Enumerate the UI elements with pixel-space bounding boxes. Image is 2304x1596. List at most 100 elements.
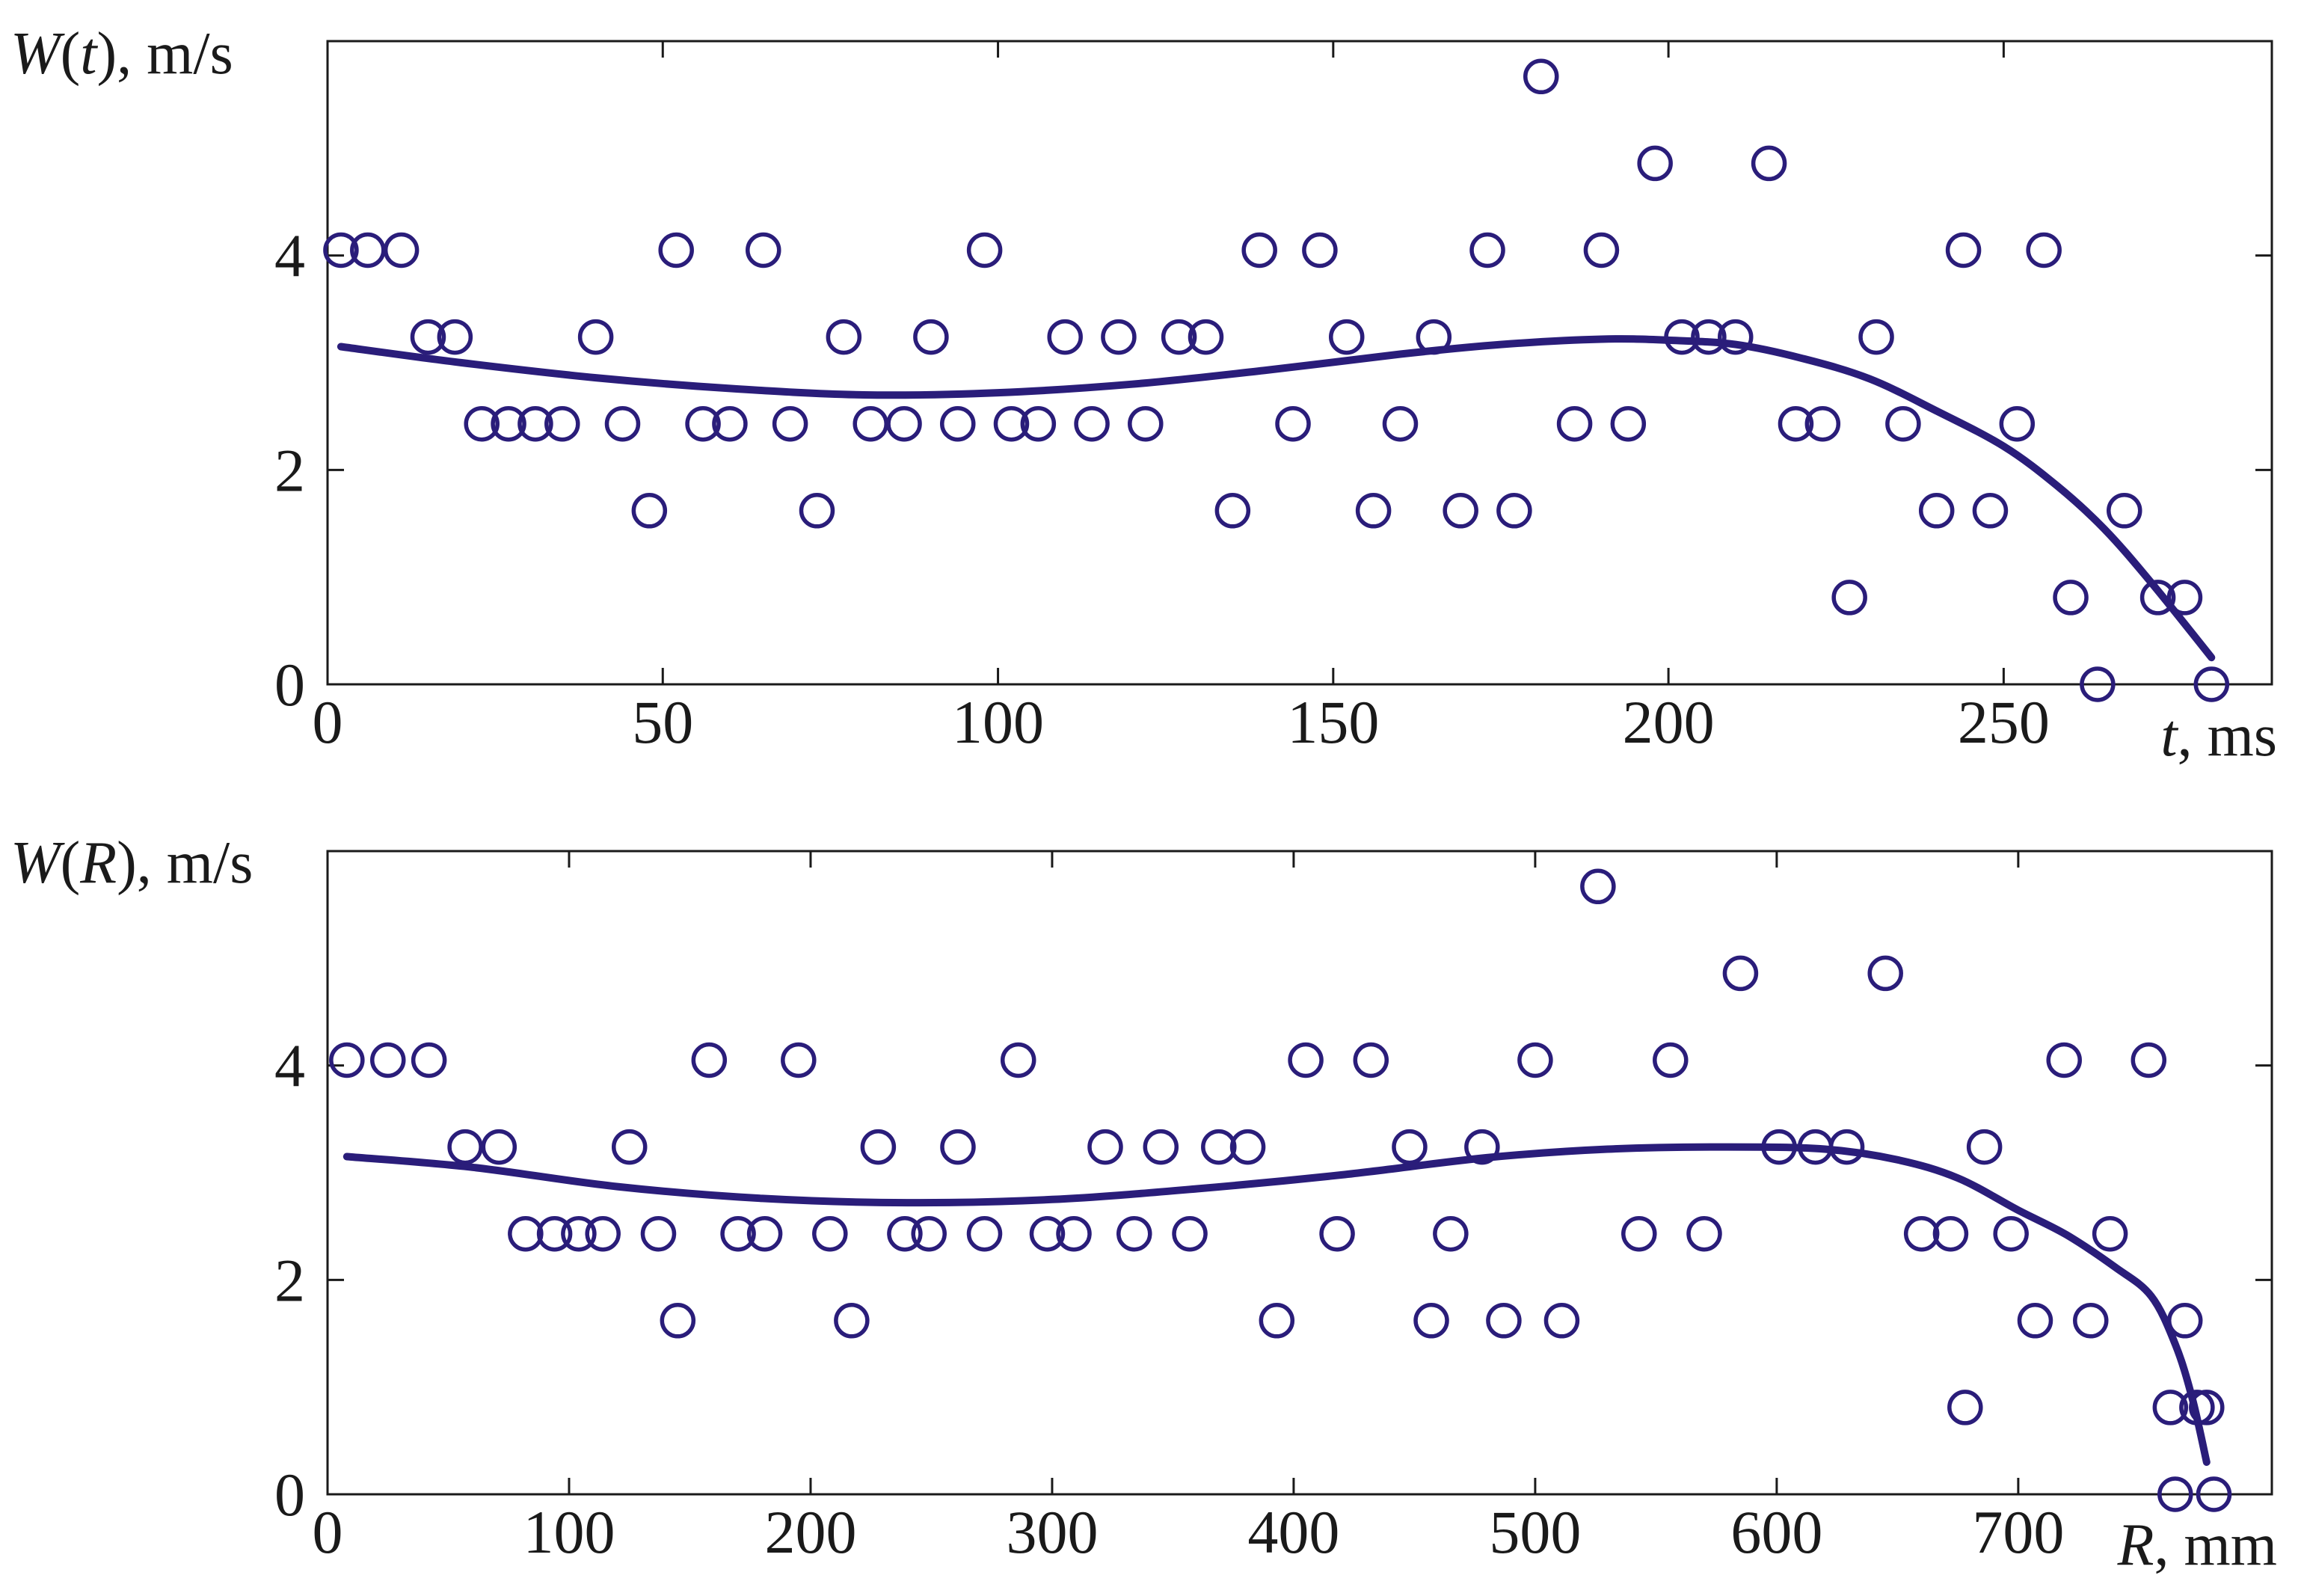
y-axis-label-part: R (79, 830, 117, 896)
y-tick-label: 4 (274, 1032, 305, 1100)
x-tick-label: 250 (1958, 688, 2050, 756)
data-point (781, 1042, 817, 1078)
data-point (1433, 1215, 1469, 1252)
data-point (1319, 1215, 1355, 1252)
y-tick-label: 2 (274, 1246, 305, 1314)
data-point (660, 1303, 696, 1339)
data-point (1761, 1129, 1797, 1165)
data-point (329, 1042, 365, 1078)
data-point (1804, 405, 1841, 442)
data-point (1087, 1129, 1123, 1165)
data-point (1637, 145, 1673, 182)
y-tick-label: 2 (274, 436, 305, 504)
data-point (1947, 1390, 1983, 1425)
data-point (1029, 1215, 1066, 1252)
data-point (1918, 493, 1955, 529)
data-point (1523, 58, 1559, 95)
data-point (1496, 493, 1532, 529)
data-point (1416, 319, 1452, 355)
data-point (1000, 1042, 1036, 1078)
data-point (323, 232, 359, 268)
data-point (1259, 1303, 1295, 1339)
data-point (1556, 405, 1593, 442)
y-tick-label: 0 (274, 1461, 305, 1529)
data-point (720, 1215, 756, 1252)
data-point (1229, 1129, 1266, 1165)
data-point (464, 405, 500, 442)
data-point (1718, 319, 1754, 355)
data-point (1966, 1129, 2003, 1165)
data-point (2046, 1042, 2082, 1078)
x-tick-label: 200 (764, 1498, 856, 1566)
data-point (834, 1303, 870, 1339)
data-point (685, 405, 721, 442)
data-point (1903, 1215, 1940, 1252)
data-point (2026, 232, 2062, 268)
y-tick-label: 0 (274, 651, 305, 719)
data-point (1413, 1303, 1449, 1339)
data-point (1214, 493, 1251, 529)
data-point (2073, 1303, 2109, 1339)
data-point (1583, 232, 1620, 268)
y-axis-label: W(t), m/s (10, 21, 233, 87)
data-point (1201, 1129, 1237, 1165)
x-tick-label: 100 (523, 1498, 615, 1566)
data-point (1329, 319, 1365, 355)
data-point (1828, 1129, 1865, 1165)
data-point (1241, 232, 1277, 268)
data-point (1355, 493, 1392, 529)
data-point (1056, 1215, 1092, 1252)
y-axis-label-part: W (10, 830, 65, 896)
data-point (640, 1215, 677, 1252)
x-tick-label: 300 (1006, 1498, 1098, 1566)
data-point (2080, 666, 2116, 702)
y-axis-label-part: t (80, 21, 98, 87)
data-point (491, 405, 526, 442)
data-point (1543, 1303, 1580, 1339)
y-axis-label: W(R), m/s (10, 830, 253, 896)
data-point (1382, 405, 1419, 442)
data-point (966, 232, 1003, 268)
data-point (1993, 1215, 2029, 1252)
data-point (860, 1129, 897, 1165)
data-point (1664, 319, 1700, 355)
data-point (1188, 319, 1224, 355)
data-point (585, 1215, 621, 1252)
data-point (2017, 1303, 2053, 1339)
data-point (2053, 580, 2089, 616)
data-point (1074, 405, 1110, 442)
data-point (1751, 145, 1787, 182)
data-point (517, 405, 553, 442)
data-point (2157, 1476, 2193, 1512)
data-point (481, 1129, 517, 1165)
data-point (1691, 319, 1727, 355)
data-point (799, 493, 835, 529)
data-point (940, 405, 976, 442)
plot-frame (326, 40, 2273, 686)
y-axis-label-part: ), m/s (117, 830, 253, 896)
data-point (993, 405, 1030, 442)
data-point (369, 1042, 406, 1078)
x-tick-label: 0 (313, 1498, 343, 1566)
data-point (1392, 1129, 1428, 1165)
y-tick-label: 4 (274, 222, 305, 290)
data-point (1172, 1215, 1208, 1252)
data-point (2166, 1303, 2203, 1339)
data-point (1610, 405, 1647, 442)
data-point (812, 1215, 848, 1252)
data-point (383, 232, 420, 268)
x-axis-label: t, ms (2160, 703, 2277, 769)
data-point (2107, 493, 2142, 529)
fit-curve (342, 1143, 2211, 1466)
x-tick-label: 0 (313, 688, 343, 756)
data-point (1101, 319, 1137, 355)
y-axis-label-part: W (10, 21, 65, 87)
data-point (691, 1042, 728, 1078)
data-point (1858, 319, 1894, 355)
data-point (1275, 405, 1311, 442)
data-point (746, 1215, 783, 1252)
data-point (911, 1215, 947, 1252)
data-point (2193, 666, 2230, 702)
